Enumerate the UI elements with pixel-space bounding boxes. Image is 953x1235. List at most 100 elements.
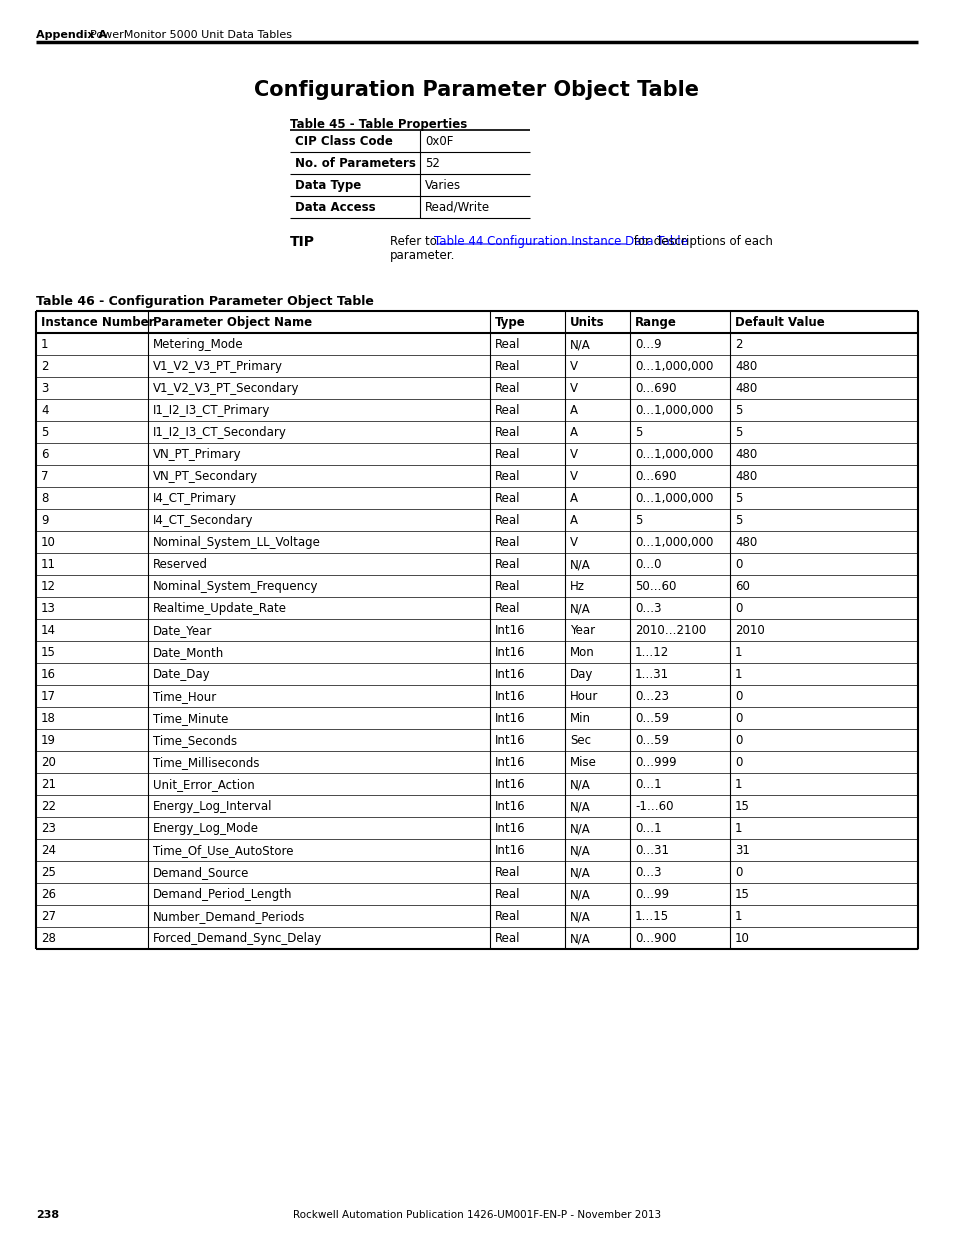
- Text: Real: Real: [495, 888, 520, 902]
- Text: 0…59: 0…59: [635, 734, 668, 747]
- Text: Mise: Mise: [569, 756, 597, 769]
- Text: 1: 1: [734, 778, 741, 790]
- Text: 18: 18: [41, 713, 56, 725]
- Text: Int16: Int16: [495, 756, 525, 769]
- Text: Units: Units: [569, 316, 604, 329]
- Text: V1_V2_V3_PT_Primary: V1_V2_V3_PT_Primary: [152, 359, 283, 373]
- Text: Real: Real: [495, 601, 520, 615]
- Text: N/A: N/A: [569, 778, 590, 790]
- Text: Number_Demand_Periods: Number_Demand_Periods: [152, 910, 305, 923]
- Text: V: V: [569, 382, 578, 395]
- Text: I1_I2_I3_CT_Secondary: I1_I2_I3_CT_Secondary: [152, 426, 287, 438]
- Text: Time_Seconds: Time_Seconds: [152, 734, 237, 747]
- Text: Real: Real: [495, 426, 520, 438]
- Text: 1…31: 1…31: [635, 668, 668, 680]
- Text: No. of Parameters: No. of Parameters: [294, 157, 416, 170]
- Text: Int16: Int16: [495, 844, 525, 857]
- Text: Real: Real: [495, 471, 520, 483]
- Text: Real: Real: [495, 404, 520, 417]
- Text: Time_Milliseconds: Time_Milliseconds: [152, 756, 259, 769]
- Text: Date_Day: Date_Day: [152, 668, 211, 680]
- Text: Real: Real: [495, 580, 520, 593]
- Text: A: A: [569, 492, 578, 505]
- Text: 0…1: 0…1: [635, 778, 661, 790]
- Text: 0…3: 0…3: [635, 601, 660, 615]
- Text: Refer to: Refer to: [390, 235, 440, 248]
- Text: Real: Real: [495, 448, 520, 461]
- Text: Configuration Parameter Object Table: Configuration Parameter Object Table: [254, 80, 699, 100]
- Text: 13: 13: [41, 601, 56, 615]
- Text: 0…1,000,000: 0…1,000,000: [635, 536, 713, 550]
- Text: Demand_Period_Length: Demand_Period_Length: [152, 888, 293, 902]
- Text: Int16: Int16: [495, 734, 525, 747]
- Text: Int16: Int16: [495, 668, 525, 680]
- Text: N/A: N/A: [569, 823, 590, 835]
- Text: 0…0: 0…0: [635, 558, 660, 571]
- Text: Int16: Int16: [495, 624, 525, 637]
- Text: Date_Month: Date_Month: [152, 646, 224, 659]
- Text: 15: 15: [734, 888, 749, 902]
- Text: 23: 23: [41, 823, 56, 835]
- Text: Real: Real: [495, 536, 520, 550]
- Text: Int16: Int16: [495, 690, 525, 703]
- Text: Table 46 - Configuration Parameter Object Table: Table 46 - Configuration Parameter Objec…: [36, 295, 374, 308]
- Text: Rockwell Automation Publication 1426-UM001F-EN-P - November 2013: Rockwell Automation Publication 1426-UM0…: [293, 1210, 660, 1220]
- Text: 480: 480: [734, 359, 757, 373]
- Text: 3: 3: [41, 382, 49, 395]
- Text: 0…59: 0…59: [635, 713, 668, 725]
- Text: 2010…2100: 2010…2100: [635, 624, 705, 637]
- Text: N/A: N/A: [569, 338, 590, 351]
- Text: Real: Real: [495, 359, 520, 373]
- Text: Int16: Int16: [495, 713, 525, 725]
- Text: 5: 5: [734, 514, 741, 527]
- Text: A: A: [569, 426, 578, 438]
- Text: 1: 1: [734, 910, 741, 923]
- Text: 5: 5: [635, 426, 641, 438]
- Text: parameter.: parameter.: [390, 249, 455, 262]
- Text: 5: 5: [635, 514, 641, 527]
- Text: Real: Real: [495, 910, 520, 923]
- Text: 31: 31: [734, 844, 749, 857]
- Text: N/A: N/A: [569, 910, 590, 923]
- Text: 25: 25: [41, 866, 56, 879]
- Text: 480: 480: [734, 536, 757, 550]
- Text: 1: 1: [41, 338, 49, 351]
- Text: Real: Real: [495, 514, 520, 527]
- Text: 22: 22: [41, 800, 56, 813]
- Text: 0: 0: [734, 734, 741, 747]
- Text: Instance Number: Instance Number: [41, 316, 154, 329]
- Text: 12: 12: [41, 580, 56, 593]
- Text: 60: 60: [734, 580, 749, 593]
- Text: Time_Of_Use_AutoStore: Time_Of_Use_AutoStore: [152, 844, 294, 857]
- Text: 27: 27: [41, 910, 56, 923]
- Text: N/A: N/A: [569, 844, 590, 857]
- Text: Energy_Log_Mode: Energy_Log_Mode: [152, 823, 258, 835]
- Text: Time_Hour: Time_Hour: [152, 690, 216, 703]
- Text: Nominal_System_Frequency: Nominal_System_Frequency: [152, 580, 318, 593]
- Text: Appendix A: Appendix A: [36, 30, 107, 40]
- Text: Varies: Varies: [424, 179, 460, 191]
- Text: 1…15: 1…15: [635, 910, 668, 923]
- Text: 4: 4: [41, 404, 49, 417]
- Text: V: V: [569, 359, 578, 373]
- Text: 0…900: 0…900: [635, 932, 676, 945]
- Text: 0: 0: [734, 558, 741, 571]
- Text: Real: Real: [495, 382, 520, 395]
- Text: N/A: N/A: [569, 558, 590, 571]
- Text: 0…3: 0…3: [635, 866, 660, 879]
- Text: Hz: Hz: [569, 580, 584, 593]
- Text: Hour: Hour: [569, 690, 598, 703]
- Text: 50…60: 50…60: [635, 580, 676, 593]
- Text: 19: 19: [41, 734, 56, 747]
- Text: 0…690: 0…690: [635, 471, 676, 483]
- Text: V1_V2_V3_PT_Secondary: V1_V2_V3_PT_Secondary: [152, 382, 299, 395]
- Text: I4_CT_Primary: I4_CT_Primary: [152, 492, 236, 505]
- Text: 5: 5: [734, 426, 741, 438]
- Text: 2: 2: [734, 338, 741, 351]
- Text: Nominal_System_LL_Voltage: Nominal_System_LL_Voltage: [152, 536, 320, 550]
- Text: 0…31: 0…31: [635, 844, 668, 857]
- Text: 8: 8: [41, 492, 49, 505]
- Text: 1: 1: [734, 646, 741, 659]
- Text: 0: 0: [734, 601, 741, 615]
- Text: 10: 10: [41, 536, 56, 550]
